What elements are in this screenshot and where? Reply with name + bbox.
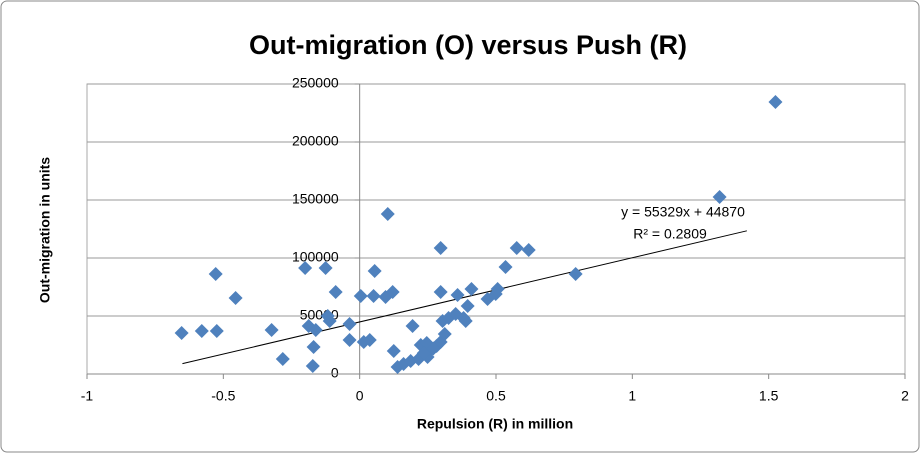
trendline bbox=[182, 230, 747, 365]
point bbox=[450, 288, 465, 303]
point bbox=[318, 260, 333, 275]
point bbox=[433, 241, 448, 256]
point bbox=[228, 291, 243, 306]
x-tick-label: -1 bbox=[81, 388, 94, 404]
point bbox=[174, 326, 189, 341]
x-tick-label: 2 bbox=[901, 388, 909, 404]
point bbox=[437, 326, 452, 341]
x-tick-label: 0 bbox=[356, 388, 364, 404]
point bbox=[521, 242, 536, 257]
point bbox=[342, 317, 357, 332]
point bbox=[433, 284, 448, 299]
x-tick-label: 1.5 bbox=[759, 388, 779, 404]
point bbox=[568, 267, 583, 282]
y-tick-label: 0 bbox=[331, 365, 339, 381]
trendline-equation: y = 55329x + 44870 bbox=[621, 204, 745, 220]
point bbox=[328, 284, 343, 299]
point bbox=[458, 313, 473, 328]
y-axis-label: Out-migration in units bbox=[37, 157, 53, 303]
point bbox=[356, 334, 371, 349]
point bbox=[426, 341, 441, 356]
point bbox=[460, 299, 475, 314]
point bbox=[498, 260, 513, 275]
chart-title: Out-migration (O) versus Push (R) bbox=[249, 30, 687, 60]
point bbox=[305, 358, 320, 373]
x-axis-label: Repulsion (R) in million bbox=[417, 416, 573, 432]
point bbox=[712, 189, 727, 204]
point bbox=[405, 318, 420, 333]
trendline-r-squared: R² = 0.2809 bbox=[633, 226, 707, 242]
point bbox=[768, 94, 783, 109]
point bbox=[194, 323, 209, 338]
point bbox=[416, 346, 431, 361]
point bbox=[275, 352, 290, 367]
x-tick-label: 1 bbox=[628, 388, 636, 404]
point bbox=[353, 289, 368, 304]
point bbox=[386, 344, 401, 359]
point bbox=[209, 323, 224, 338]
y-tick-label: 100000 bbox=[292, 249, 339, 265]
point bbox=[306, 339, 321, 354]
y-tick-label: 150000 bbox=[292, 191, 339, 207]
point bbox=[464, 281, 479, 296]
point bbox=[480, 291, 495, 306]
x-tick-label: -0.5 bbox=[211, 388, 235, 404]
y-tick-label: 250000 bbox=[292, 75, 339, 91]
point bbox=[342, 333, 357, 348]
point bbox=[366, 289, 381, 304]
point bbox=[308, 323, 323, 338]
y-tick-label: 200000 bbox=[292, 133, 339, 149]
point bbox=[264, 323, 279, 338]
point bbox=[208, 267, 223, 282]
x-tick-label: 0.5 bbox=[486, 388, 506, 404]
point bbox=[298, 260, 313, 275]
point bbox=[367, 263, 382, 278]
point bbox=[320, 309, 335, 323]
point bbox=[509, 241, 524, 256]
point bbox=[385, 284, 400, 299]
point bbox=[380, 207, 395, 222]
